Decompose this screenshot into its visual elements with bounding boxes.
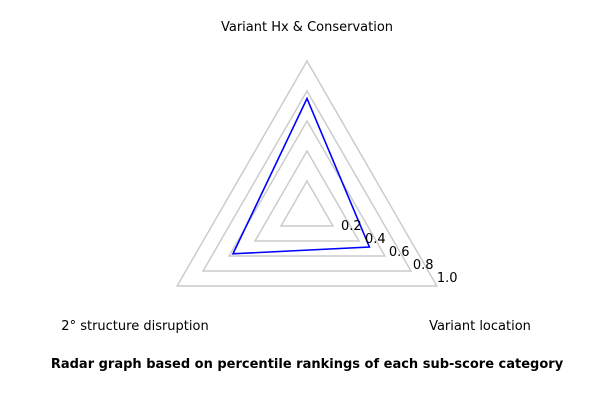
- tick-label-0: 0.2: [341, 219, 362, 234]
- gridline-3: [201, 89, 413, 272]
- chart-caption: Radar graph based on percentile rankings…: [50, 357, 564, 372]
- gridline-0: [279, 179, 335, 227]
- tick-label-4: 1.0: [437, 271, 458, 286]
- axis-label-2: 2° structure disruption: [61, 319, 208, 334]
- tick-label-1: 0.4: [365, 232, 386, 247]
- tick-label-3: 0.8: [413, 258, 434, 273]
- gridline-4: [175, 59, 439, 287]
- tick-label-2: 0.6: [389, 245, 410, 260]
- series-line-0: [231, 96, 371, 255]
- gridline-2: [227, 119, 387, 257]
- gridline-1: [253, 149, 361, 242]
- axis-label-1: Variant location: [429, 319, 531, 334]
- axis-label-0: Variant Hx & Conservation: [221, 20, 393, 35]
